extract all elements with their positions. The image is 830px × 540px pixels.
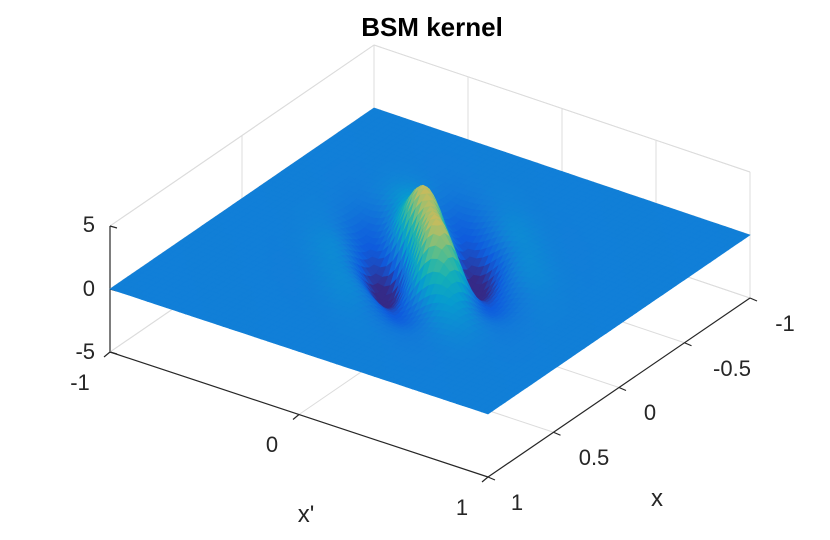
y-tick-0: 0 <box>266 432 278 457</box>
x-tickmark-0 <box>749 297 758 302</box>
x-tick-1: 1 <box>511 490 523 515</box>
x-tickmark-3 <box>553 431 561 436</box>
z-tickmark-2 <box>109 351 118 355</box>
x-tickmark-1 <box>684 342 692 347</box>
y-tickmark-0 <box>103 351 111 358</box>
surface <box>109 107 751 415</box>
x-tick-0.5: 0.5 <box>579 445 610 470</box>
chart-title: BSM kernel <box>361 12 503 42</box>
z-tick-0: 0 <box>83 276 95 301</box>
y-tickmark-1 <box>292 414 300 420</box>
x-tickmark-2 <box>618 386 627 392</box>
x-tick-minus-0.5: -0.5 <box>713 356 751 381</box>
z-tick-5: 5 <box>83 212 95 237</box>
x-tick-0: 0 <box>644 400 656 425</box>
grid-z-right-0 <box>373 44 751 173</box>
y-tick-1: 1 <box>456 495 468 520</box>
x-tickmark-4 <box>487 476 496 481</box>
y-axis-label: x' <box>298 501 315 528</box>
y-tick-minus-1: -1 <box>70 370 90 395</box>
x-tick-minus-1: -1 <box>775 311 795 336</box>
y-tickmark-2 <box>481 476 489 483</box>
grid-z-left-0 <box>109 44 375 227</box>
x-axis-label: x <box>651 485 663 512</box>
z-tick-minus-5: -5 <box>75 339 95 364</box>
z-tickmark-0 <box>109 225 118 229</box>
